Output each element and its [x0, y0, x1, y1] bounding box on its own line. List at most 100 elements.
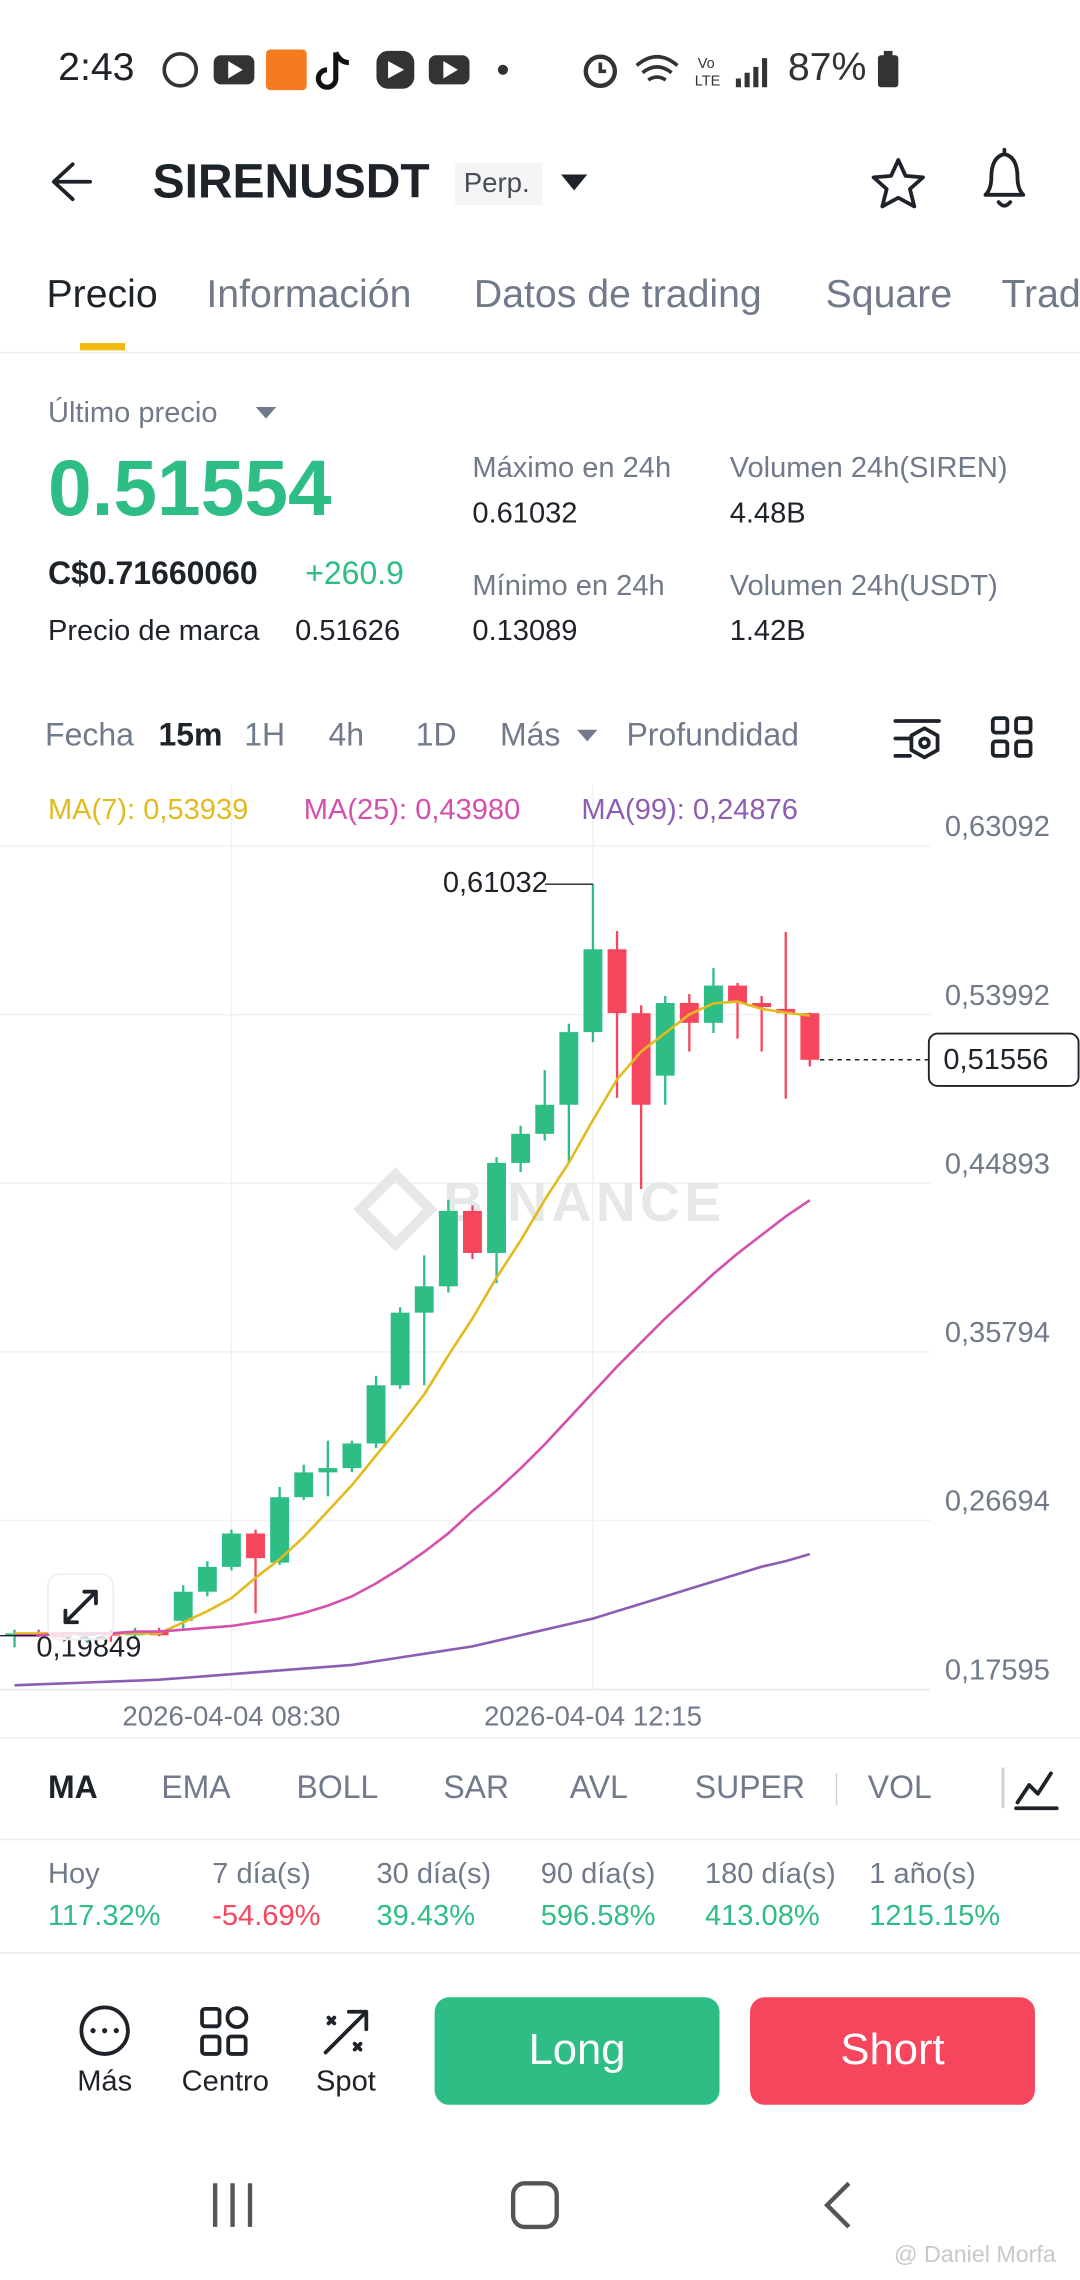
stat-value: 4.48B [730, 497, 806, 529]
contract-type: Perp. [464, 167, 530, 198]
home-button[interactable] [510, 2181, 559, 2230]
interval[interactable]: Profundidad [626, 716, 798, 752]
candle-body [655, 1003, 675, 1076]
tab[interactable]: Trad [1002, 272, 1080, 316]
candlestick-chart: 0,63092 0,53992 0,44893 0,35794 0,26694 0,175… [0, 784, 1080, 1731]
divider [0, 1737, 1080, 1739]
interval[interactable]: 1H [244, 716, 285, 752]
chart-bottom-border [0, 1689, 931, 1691]
indicator-tab[interactable]: SUPER [695, 1769, 805, 1805]
back-nav-button[interactable] [823, 2181, 851, 2229]
indicator-tab[interactable]: EMA [161, 1769, 231, 1805]
interval[interactable]: Más [500, 716, 560, 752]
recents-button[interactable] [212, 2183, 253, 2227]
layout-button[interactable] [990, 716, 1033, 758]
mark-price: 0.51626 [295, 615, 400, 647]
candle-body [246, 1533, 265, 1559]
favorite-button[interactable] [871, 158, 925, 209]
long-button[interactable] [434, 1997, 720, 2105]
tab[interactable]: Square [826, 272, 953, 316]
short-button[interactable] [750, 1997, 1035, 2105]
candle-body [631, 1013, 651, 1105]
interval-bar: Fecha 15m 1H 4h 1D Más Profundidad [45, 716, 799, 752]
symbol: SIRENUSDT [153, 155, 430, 208]
legend-entry: MA(25): 0,43980 [304, 794, 520, 826]
svg-text:LTE: LTE [695, 73, 721, 89]
candle-body [342, 1443, 362, 1469]
last-price-label: Último precio [48, 396, 218, 429]
alert-button[interactable] [983, 147, 1026, 208]
candle-body [511, 1133, 531, 1163]
candle-body [583, 949, 603, 1033]
divider [0, 351, 1080, 354]
period-label: 1 año(s) [869, 1858, 976, 1890]
action-label[interactable]: Centro [182, 2066, 269, 2098]
stat-label: Mínimo en 24h [472, 570, 664, 602]
action-label[interactable]: Más [77, 2066, 132, 2098]
watermark: BINANCE [443, 1171, 725, 1233]
indicator-tab[interactable]: MA [48, 1769, 98, 1805]
moving-average-line [14, 1199, 811, 1637]
battery-level: 87% [788, 45, 867, 89]
performance-row: Hoy 117.32% 7 día(s) -54.69% 30 día(s) 39.43%… [48, 1858, 1000, 1932]
spot-icon[interactable] [323, 2009, 369, 2055]
max-label: 0,61032 [443, 867, 548, 899]
stat-label: Volumen 24h(USDT) [730, 570, 998, 602]
more-dropdown[interactable] [577, 729, 598, 742]
mark-price-label: Precio de marca [48, 615, 260, 647]
period-change: 413.08% [705, 1900, 820, 1932]
price-dropdown[interactable] [255, 407, 277, 419]
period-change: -54.69% [212, 1900, 320, 1932]
symbol-dropdown[interactable] [561, 174, 588, 191]
indicator-tab[interactable]: VOL [868, 1769, 932, 1805]
period-change: 1215.15% [869, 1900, 1000, 1932]
more-icon[interactable] [79, 2005, 130, 2056]
indicator-tab[interactable]: AVL [570, 1769, 628, 1805]
moving-average-line [14, 1000, 811, 1635]
action-label[interactable]: Spot [316, 2066, 376, 2098]
expand-button[interactable] [47, 1573, 115, 1641]
watermark-logo [353, 1167, 438, 1252]
fiat-price: C$0.71660060 [48, 555, 258, 591]
interval[interactable]: 15m [158, 716, 222, 752]
candle-body [752, 1003, 772, 1008]
y-tick-label: 0,63092 [945, 811, 1050, 843]
period-label: 180 día(s) [705, 1858, 836, 1890]
long-label[interactable]: Long [529, 2026, 626, 2074]
interval[interactable]: 1D [416, 716, 457, 752]
clock: 2:43 [58, 45, 134, 89]
chart-settings-button[interactable] [893, 719, 941, 760]
period-change: 39.43% [376, 1900, 475, 1932]
last-price-label: 0,51556 [943, 1044, 1048, 1076]
interval[interactable]: Fecha [45, 716, 134, 752]
candle-body [318, 1468, 338, 1473]
tab-bar: Precio Información Datos de trading Square T… [47, 272, 1080, 316]
tab[interactable]: Precio [47, 272, 158, 316]
stat-value: 1.42B [730, 615, 806, 647]
tab[interactable]: Datos de trading [474, 272, 762, 316]
short-label[interactable]: Short [840, 2026, 944, 2074]
period-label: 30 día(s) [376, 1858, 491, 1890]
candle-body [366, 1385, 386, 1444]
candle-body [221, 1533, 241, 1567]
x-tick-label: 2026-04-04 12:15 [484, 1700, 702, 1731]
interval[interactable]: 4h [329, 716, 365, 752]
candle-body [270, 1497, 290, 1563]
period-change: 596.58% [541, 1900, 656, 1932]
indicator-tab[interactable]: BOLL [297, 1769, 379, 1805]
contract-badge [454, 162, 543, 205]
indicator-tab[interactable]: SAR [443, 1769, 509, 1805]
candle-body [414, 1286, 434, 1313]
period-label: 90 día(s) [541, 1858, 656, 1890]
back-button[interactable] [51, 162, 93, 202]
indicator-settings[interactable] [1014, 1771, 1059, 1811]
tab[interactable]: Información [206, 272, 411, 316]
candle-body [559, 1032, 579, 1105]
candle-body [776, 1008, 796, 1014]
y-tick-label: 0,44893 [945, 1148, 1050, 1180]
svg-text:Vo: Vo [698, 56, 715, 72]
active-tab-indicator [79, 343, 126, 351]
center-icon[interactable] [200, 2006, 249, 2056]
